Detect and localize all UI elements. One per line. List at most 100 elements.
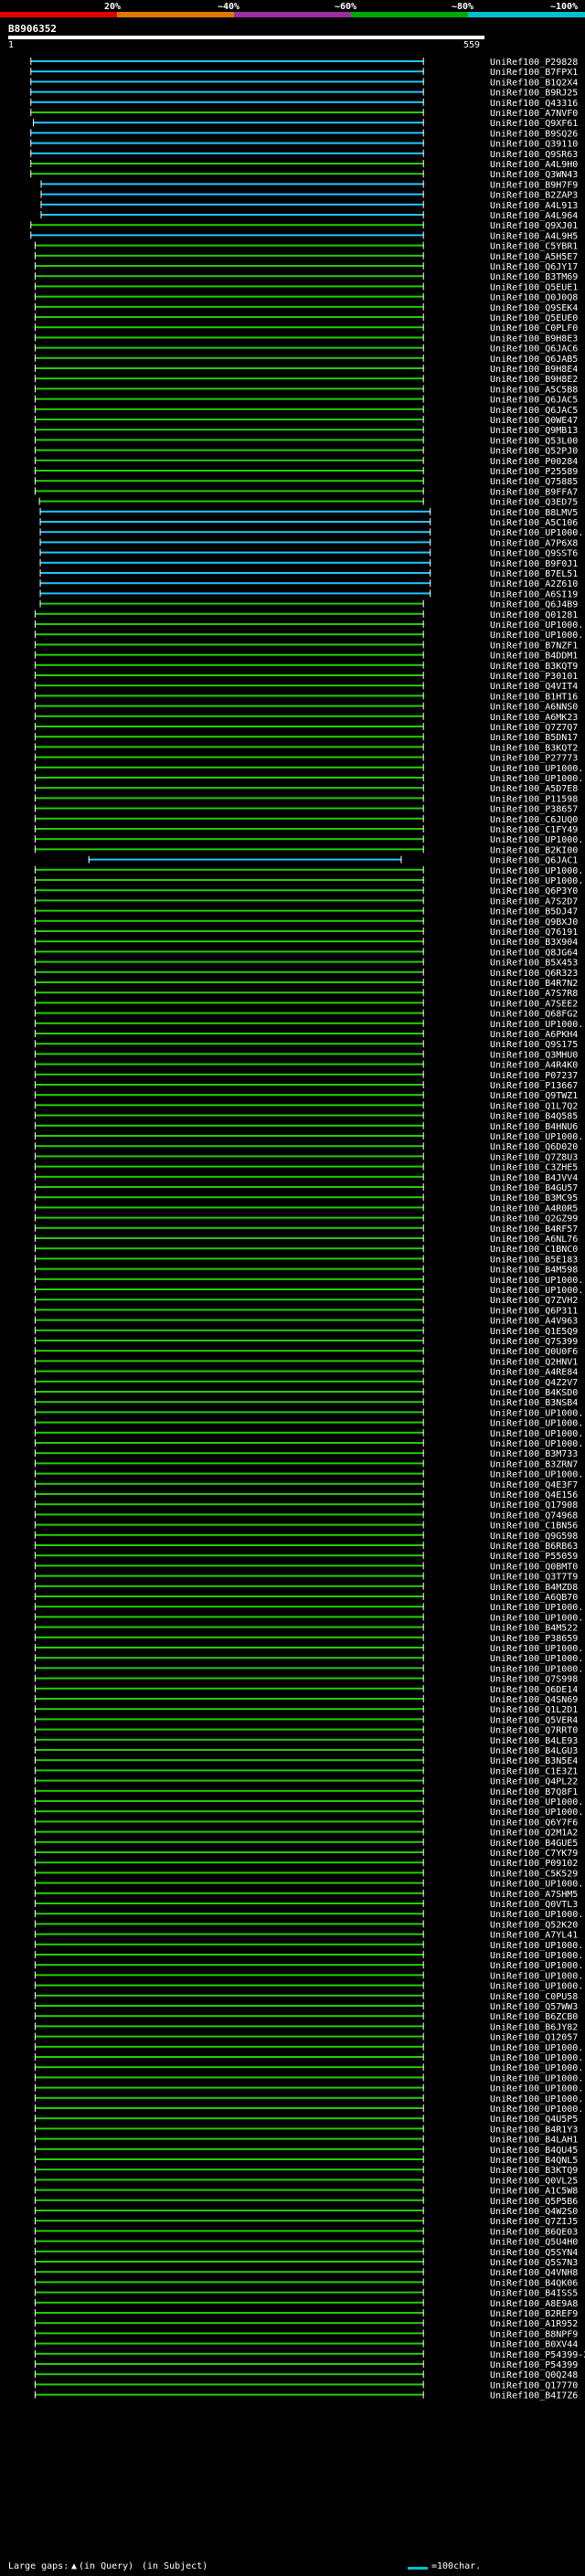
hit-label[interactable]: UniRef100_Q8JG64	[490, 948, 578, 958]
hit-row[interactable]: UniRef100_B3N5E4	[34, 1756, 578, 1766]
hit-bar[interactable]	[34, 1431, 424, 1434]
hit-row[interactable]: UniRef100_B4RF57	[34, 1224, 578, 1235]
hit-bar[interactable]	[34, 2056, 424, 2058]
hit-bar[interactable]	[34, 2312, 424, 2314]
hit-row[interactable]: UniRef100_A5C5B8	[34, 385, 578, 395]
hit-bar[interactable]	[34, 663, 424, 666]
hit-label[interactable]: UniRef100_UP1000..	[490, 1982, 585, 1992]
hit-row[interactable]: UniRef100_A8E9A8	[34, 2298, 578, 2309]
hit-label[interactable]: UniRef100_Q01281	[490, 610, 578, 620]
hit-row[interactable]: UniRef100_Q9MB13	[34, 426, 578, 436]
hit-bar[interactable]	[34, 2096, 424, 2099]
hit-bar[interactable]	[34, 2352, 424, 2355]
hit-bar[interactable]	[34, 429, 424, 431]
hit-bar[interactable]	[34, 1984, 424, 1987]
hit-row[interactable]: UniRef100_C7YK79	[34, 1849, 578, 1859]
hit-label[interactable]: UniRef100_B6ZCB0	[490, 2012, 578, 2022]
hit-row[interactable]: UniRef100_Q7ZIJ5	[34, 2217, 578, 2227]
hit-row[interactable]: UniRef100_B3KQT9	[34, 661, 578, 672]
hit-label[interactable]: UniRef100_A7YL41	[490, 1931, 578, 1941]
hit-label[interactable]: UniRef100_A1R952	[490, 2319, 578, 2329]
hit-row[interactable]: UniRef100_Q2GZ99	[34, 1214, 578, 1224]
hit-bar[interactable]	[34, 275, 424, 278]
hit-row[interactable]: UniRef100_A6PKH4	[34, 1030, 578, 1040]
hit-bar[interactable]	[34, 1002, 424, 1004]
hit-bar[interactable]	[88, 858, 402, 861]
hit-row[interactable]: UniRef100_B4QU45	[34, 2145, 578, 2156]
hit-bar[interactable]	[34, 766, 424, 769]
hit-bar[interactable]	[34, 398, 424, 400]
hit-bar[interactable]	[34, 1299, 424, 1301]
hit-label[interactable]: UniRef100_B1Q2X4	[490, 78, 578, 88]
hit-row[interactable]: UniRef100_Q0BMT0	[34, 1562, 578, 1572]
hit-row[interactable]: UniRef100_A5H5E7	[34, 251, 578, 262]
hit-label[interactable]: UniRef100_B4GU57	[490, 1183, 578, 1193]
hit-row[interactable]: UniRef100_Q9TWZ1	[34, 1091, 578, 1101]
hit-bar[interactable]	[34, 1237, 424, 1239]
hit-row[interactable]: UniRef100_B3ZRN7	[34, 1459, 578, 1469]
hit-row[interactable]: UniRef100_UP1000..	[34, 1418, 585, 1429]
hit-row[interactable]: UniRef100_Q6P311	[34, 1306, 578, 1316]
hit-label[interactable]: UniRef100_C6JUQ0	[490, 815, 578, 825]
hit-row[interactable]: UniRef100_Q1L7Q2	[34, 1101, 578, 1111]
hit-row[interactable]: UniRef100_Q3ED75	[38, 497, 579, 508]
hit-bar[interactable]	[34, 2137, 424, 2140]
hit-bar[interactable]	[34, 1523, 424, 1526]
hit-row[interactable]: UniRef100_UP1000..	[34, 2073, 585, 2083]
hit-row[interactable]: UniRef100_C1FY49	[34, 825, 578, 835]
hit-label[interactable]: UniRef100_UP1000..	[490, 866, 585, 876]
hit-label[interactable]: UniRef100_A7SEE2	[490, 999, 578, 1009]
hit-label[interactable]: UniRef100_A6PKH4	[490, 1030, 578, 1040]
hit-bar[interactable]	[34, 1698, 424, 1700]
hit-label[interactable]: UniRef100_Q6JY17	[490, 262, 578, 272]
hit-row[interactable]: UniRef100_B3TM69	[34, 272, 578, 282]
hit-label[interactable]: UniRef100_UP1000..	[490, 876, 585, 886]
hit-bar[interactable]	[34, 2230, 424, 2232]
hit-label[interactable]: UniRef100_UP1000..	[490, 1951, 585, 1961]
hit-label[interactable]: UniRef100_Q0Q248	[490, 2370, 578, 2380]
hit-row[interactable]: UniRef100_C5K529	[34, 1869, 578, 1879]
hit-row[interactable]: UniRef100_C0PU58	[34, 1991, 578, 2002]
hit-row[interactable]: UniRef100_UP1000..	[34, 2094, 585, 2104]
hit-row[interactable]: UniRef100_Q0WE47	[34, 416, 578, 426]
hit-row[interactable]: UniRef100_P54399	[34, 2360, 578, 2370]
hit-label[interactable]: UniRef100_UP1000..	[490, 1880, 585, 1890]
hit-label[interactable]: UniRef100_UP1000..	[490, 1408, 585, 1418]
hit-bar[interactable]	[34, 1370, 424, 1373]
hit-row[interactable]: UniRef100_B4KSD0	[34, 1388, 578, 1398]
hit-bar[interactable]	[34, 653, 424, 656]
hit-row[interactable]: UniRef100_Q1E5Q9	[34, 1326, 578, 1337]
hit-row[interactable]: UniRef100_B7Q8F1	[34, 1786, 578, 1797]
hit-row[interactable]: UniRef100_Q74968	[34, 1511, 578, 1521]
hit-label[interactable]: UniRef100_B7Q8F1	[490, 1787, 578, 1797]
hit-row[interactable]: UniRef100_A4RE84	[34, 1367, 578, 1378]
hit-label[interactable]: UniRef100_B3MC95	[490, 1193, 578, 1203]
hit-bar[interactable]	[34, 2250, 424, 2253]
hit-bar[interactable]	[30, 163, 424, 164]
hit-row[interactable]: UniRef100_B9H7F9	[40, 180, 578, 190]
hit-bar[interactable]	[34, 694, 424, 697]
hit-label[interactable]: UniRef100_P29828	[490, 58, 578, 68]
hit-row[interactable]: UniRef100_Q68FG2	[34, 1009, 578, 1020]
hit-bar[interactable]	[34, 909, 424, 912]
hit-bar[interactable]	[34, 1288, 424, 1290]
hit-bar[interactable]	[34, 419, 424, 420]
hit-bar[interactable]	[34, 1882, 424, 1884]
hit-row[interactable]: UniRef100_Q4U5P5	[34, 2115, 578, 2125]
hit-row[interactable]: UniRef100_A4L9H0	[30, 160, 578, 170]
hit-bar[interactable]	[34, 726, 424, 727]
hit-bar[interactable]	[34, 1616, 424, 1618]
hit-bar[interactable]	[39, 602, 424, 605]
hit-label[interactable]: UniRef100_UP1000..	[490, 2073, 585, 2083]
hit-bar[interactable]	[39, 551, 431, 554]
hit-label[interactable]: UniRef100_Q57WW3	[490, 2002, 578, 2012]
hit-label[interactable]: UniRef100_A1C5W8	[490, 2187, 578, 2197]
hit-bar[interactable]	[34, 1789, 424, 1792]
hit-label[interactable]: UniRef100_Q6DE14	[490, 1685, 578, 1695]
hit-bar[interactable]	[34, 1277, 424, 1280]
hit-bar[interactable]	[34, 1677, 424, 1680]
hit-bar[interactable]	[34, 1779, 424, 1782]
hit-label[interactable]: UniRef100_Q6JAC5	[490, 396, 578, 406]
hit-bar[interactable]	[34, 305, 424, 308]
hit-bar[interactable]	[34, 1667, 424, 1670]
